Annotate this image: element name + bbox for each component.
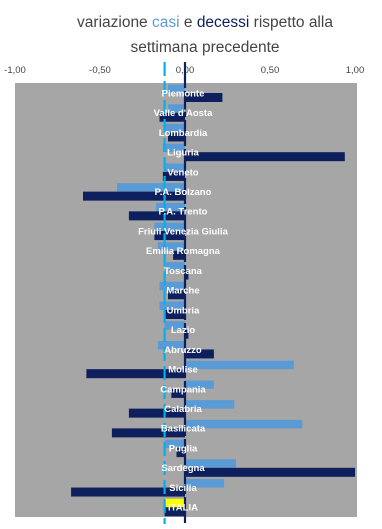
x-tick-label: 0,50 — [261, 65, 280, 76]
category-label: Molise — [168, 365, 198, 376]
bar-casi — [154, 222, 185, 232]
category-label: Lazio — [171, 325, 195, 336]
x-tick-label: -0,50 — [89, 65, 111, 76]
bar-decessi — [164, 310, 185, 319]
bar-decessi — [185, 349, 214, 359]
category-label: Piemonte — [162, 88, 205, 99]
category-label: P.A. Bolzano — [155, 187, 212, 198]
category-labels: Piemonte Valle d'Aosta Lombardia Liguria Ven… — [138, 88, 228, 513]
bar-casi — [185, 459, 236, 468]
category-label: Lombardia — [159, 128, 208, 139]
x-tick-label: -1,00 — [4, 65, 26, 76]
chart-title-line-2: settimana precedente — [130, 39, 279, 56]
bar-decessi — [83, 191, 185, 201]
bar-casi — [164, 262, 185, 271]
bar-decessi — [176, 448, 185, 458]
category-label: ITALIA — [168, 503, 198, 514]
bar-decessi — [185, 270, 189, 280]
category-label: Basilicata — [161, 424, 206, 435]
bar-decessi — [164, 507, 185, 517]
category-label: Liguria — [167, 148, 199, 159]
category-label: Umbria — [167, 305, 200, 316]
bar-decessi — [86, 369, 185, 379]
category-label: Marche — [166, 286, 199, 297]
x-tick-label: 1,00 — [346, 65, 365, 76]
bar-decessi — [168, 132, 185, 142]
bar-decessi — [185, 329, 189, 339]
category-label: Valle d'Aosta — [154, 108, 213, 119]
bars — [71, 84, 355, 517]
title-part-2: e — [180, 14, 197, 31]
category-label: P.A. Trento — [159, 207, 208, 218]
bar-casi — [157, 340, 185, 350]
bar-decessi — [171, 388, 185, 398]
bar-casi — [159, 281, 185, 291]
category-label: Sicilia — [169, 483, 197, 494]
bar-casi — [162, 143, 185, 153]
bar-decessi — [71, 487, 185, 497]
bar-decessi — [128, 408, 185, 418]
bar-casi — [164, 498, 185, 508]
bar-casi — [156, 202, 185, 212]
bar-casi — [164, 439, 185, 449]
category-label: Abruzzo — [164, 345, 202, 356]
category-label: Toscana — [164, 266, 203, 277]
category-label: Emilia Romagna — [146, 246, 221, 257]
bar-decessi — [185, 93, 223, 102]
bar-decessi — [185, 152, 345, 162]
category-label: Sardegna — [161, 463, 205, 474]
bar-decessi — [159, 112, 185, 122]
category-label: Campania — [160, 384, 206, 395]
title-casi-word: casi — [152, 14, 180, 31]
bar-casi — [159, 301, 185, 310]
bar-casi — [185, 360, 294, 370]
bar-casi — [185, 419, 303, 429]
bar-casi — [168, 84, 185, 93]
bar-casi — [185, 400, 235, 409]
bar-casi — [185, 380, 214, 389]
reference-lines — [163, 62, 187, 524]
bar-casi — [117, 183, 185, 192]
title-decessi-word: decessi — [197, 14, 250, 31]
bar-decessi — [168, 290, 185, 300]
bar-decessi — [162, 171, 185, 181]
bar-decessi — [185, 467, 355, 477]
category-label: Veneto — [167, 167, 198, 178]
title-part-1: variazione — [77, 14, 152, 31]
bar-decessi — [154, 231, 185, 241]
bar-casi — [185, 479, 225, 488]
bar-casi — [164, 321, 185, 330]
title-part-3: rispetto alla — [249, 14, 333, 31]
category-label: Friuli Venezia Giulia — [138, 226, 228, 237]
bar-casi — [164, 163, 185, 172]
chart-title-line-1: variazione casi e decessi rispetto alla — [77, 14, 333, 31]
bar-decessi — [173, 250, 185, 260]
bar-decessi — [128, 211, 185, 221]
bar-casi — [168, 104, 185, 113]
bar-casi — [157, 242, 185, 251]
category-label: Calabria — [164, 404, 202, 415]
category-label: Puglia — [169, 443, 198, 454]
bar-decessi — [111, 428, 185, 438]
bar-casi — [164, 123, 185, 133]
